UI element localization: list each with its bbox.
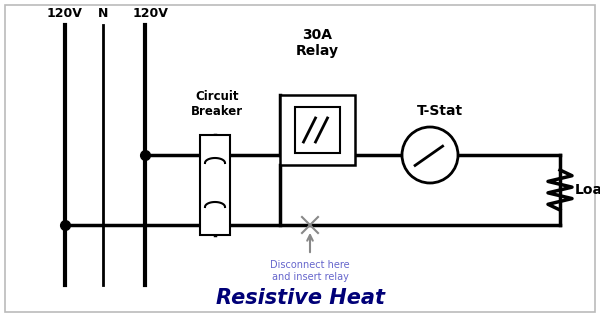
Text: T-Stat: T-Stat bbox=[417, 104, 463, 118]
Circle shape bbox=[402, 127, 458, 183]
Text: 120V: 120V bbox=[132, 7, 168, 20]
Text: 120V: 120V bbox=[47, 7, 83, 20]
Text: N: N bbox=[98, 7, 108, 20]
Text: 30A
Relay: 30A Relay bbox=[296, 28, 339, 58]
Text: Load: Load bbox=[575, 183, 600, 197]
Bar bbox=[295, 107, 340, 153]
Bar bbox=[200, 135, 230, 235]
Text: Resistive Heat: Resistive Heat bbox=[215, 288, 385, 308]
Bar bbox=[280, 95, 355, 165]
Text: Disconnect here
and insert relay: Disconnect here and insert relay bbox=[270, 260, 350, 281]
Text: Circuit
Breaker: Circuit Breaker bbox=[191, 90, 243, 118]
